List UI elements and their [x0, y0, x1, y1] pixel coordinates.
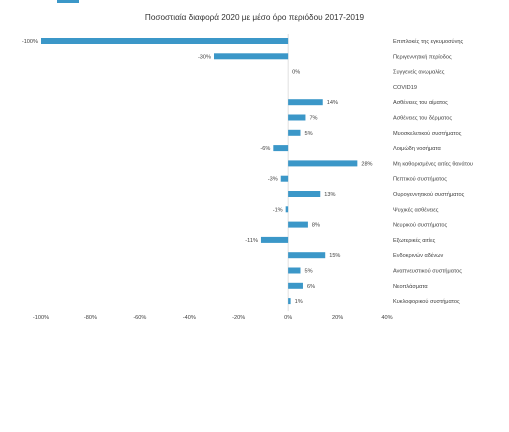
data-label: -3% [268, 177, 278, 183]
bar [288, 129, 301, 136]
data-label: 28% [361, 161, 372, 167]
bar [285, 206, 289, 213]
category-label: Μυοσκελετικού συστήματος [393, 130, 462, 137]
bar [288, 267, 301, 274]
bar [214, 53, 289, 60]
bar [288, 160, 358, 167]
bar [288, 114, 306, 121]
category-label: Ουρογεννητικού συστήματος [393, 191, 465, 198]
data-label: 5% [305, 269, 313, 275]
category-label: Κυκλοφορικού συστήματος [393, 298, 460, 305]
bar [288, 298, 291, 305]
bar [288, 282, 303, 289]
data-label: 15% [329, 253, 340, 259]
data-label: -30% [198, 54, 211, 60]
category-label: COVID19 [393, 85, 417, 91]
data-label: -6% [260, 146, 270, 152]
x-tick-label: -60% [133, 315, 146, 321]
category-label: Ενδοκρινών αδένων [393, 252, 443, 259]
x-tick-label: 40% [381, 315, 392, 321]
category-label: Περιγεννητική περίοδος [393, 53, 452, 60]
bar [288, 99, 323, 106]
category-label: Ασθένειες του αίματος [393, 99, 448, 106]
bar [273, 145, 289, 152]
data-label: 7% [309, 116, 317, 122]
data-label: 8% [312, 223, 320, 229]
bar [41, 38, 289, 44]
top-accent-bar [57, 0, 79, 3]
bar [280, 175, 289, 182]
data-label: 5% [305, 131, 313, 137]
category-label: Επιπλοκές της εγκυμοσύνης [393, 38, 464, 45]
category-label: Ψυχικές ασθένειες [393, 206, 439, 213]
data-label: 13% [324, 192, 335, 198]
x-tick-label: 20% [332, 315, 343, 321]
x-tick-label: -100% [33, 315, 49, 321]
x-tick-label: -20% [232, 315, 245, 321]
x-tick-label: -40% [183, 315, 196, 321]
data-label: 1% [295, 299, 303, 305]
category-label: Αναπνευστικού συστήματος [393, 268, 462, 275]
data-label: -1% [273, 207, 283, 213]
chart-title: Ποσοστιαία διαφορά 2020 με μέσο όρο περι… [144, 13, 365, 22]
category-label: Πεπτικού συστήματος [393, 176, 447, 183]
x-tick-label: -80% [84, 315, 97, 321]
data-label: 14% [327, 100, 338, 106]
category-label: Εξωτερικές αιτίες [393, 237, 436, 244]
data-label: 0% [292, 70, 300, 76]
bar [288, 221, 308, 228]
category-label: Μη καθορισμένες αιτίες θανάτου [393, 160, 473, 167]
data-label: -100% [22, 39, 38, 45]
bar [288, 191, 321, 197]
category-label: Ασθένειες του δέρματος [393, 115, 452, 122]
category-label: Λοιμώδη νοσήματα [393, 145, 442, 152]
category-label: Νευρικού συστήματος [393, 222, 447, 229]
category-label: Νεοπλάσματα [393, 283, 428, 290]
data-label: -11% [245, 238, 258, 244]
x-tick-label: 0% [284, 315, 292, 321]
category-label: Συγγενείς ανωμαλίες [393, 70, 445, 76]
data-label: 6% [307, 284, 315, 290]
bar [260, 236, 289, 243]
bar [288, 252, 326, 259]
